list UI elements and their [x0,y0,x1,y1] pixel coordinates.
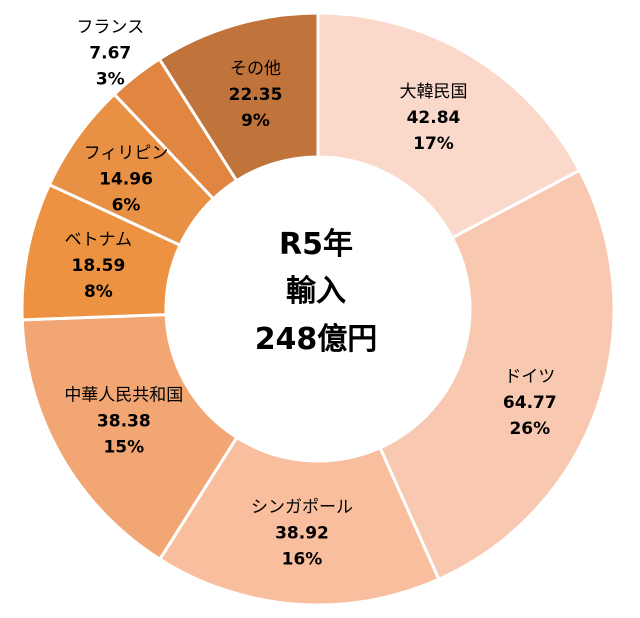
slice-percent: 16% [282,549,323,569]
slice-label-5: ベトナム 18.59 8% [65,230,133,302]
slice-name: 大韓民国 [399,82,467,102]
slice-value: 64.77 [503,393,557,413]
slice-8 [157,11,320,183]
slice-name: シンガポール [251,497,353,517]
slice-percent: 3% [96,69,125,89]
slice-1 [316,11,582,240]
slice-percent: 17% [413,134,454,154]
center-label-line-2: 輸入 [286,274,346,309]
slice-percent: 8% [84,282,113,302]
slice-name: フランス [76,17,144,37]
slice-label-6: フィリピン 14.96 6% [84,143,169,215]
slice-4 [20,313,239,562]
slice-name: 中華人民共和国 [64,386,183,406]
slice-name: ベトナム [65,230,133,250]
slice-name: フィリピン [84,143,169,163]
slice-value: 38.38 [97,412,151,432]
slice-value: 42.84 [407,108,461,128]
slice-percent: 15% [103,438,144,458]
slice-label-2: ドイツ 64.77 26% [503,367,557,439]
slice-value: 14.96 [99,169,153,189]
slice-name: その他 [230,59,281,79]
slice-label-1: 大韓民国 42.84 17% [399,82,467,154]
slice-labels: 大韓民国 42.84 17% ドイツ 64.77 26% シンガポール 38.92 16% 中華人… [64,17,556,569]
center-label-line-3: 248億円 [255,322,378,357]
slice-value: 38.92 [275,523,329,543]
slice-value: 7.67 [89,43,131,63]
slice-percent: 26% [509,419,550,439]
donut-slices [20,11,616,607]
slice-name: ドイツ [504,367,555,387]
slice-label-3: シンガポール 38.92 16% [251,497,353,569]
slice-percent: 6% [112,195,141,215]
slice-label-7: フランス 7.67 3% [76,17,144,89]
slice-label-8: その他 22.35 9% [229,59,283,131]
slice-label-4: 中華人民共和国 38.38 15% [64,386,183,458]
center-label-line-1: R5年 [279,227,353,262]
slice-3 [157,435,441,607]
slice-2 [378,168,616,582]
slice-value: 22.35 [229,85,283,105]
slice-percent: 9% [241,111,270,131]
slice-value: 18.59 [72,256,126,276]
